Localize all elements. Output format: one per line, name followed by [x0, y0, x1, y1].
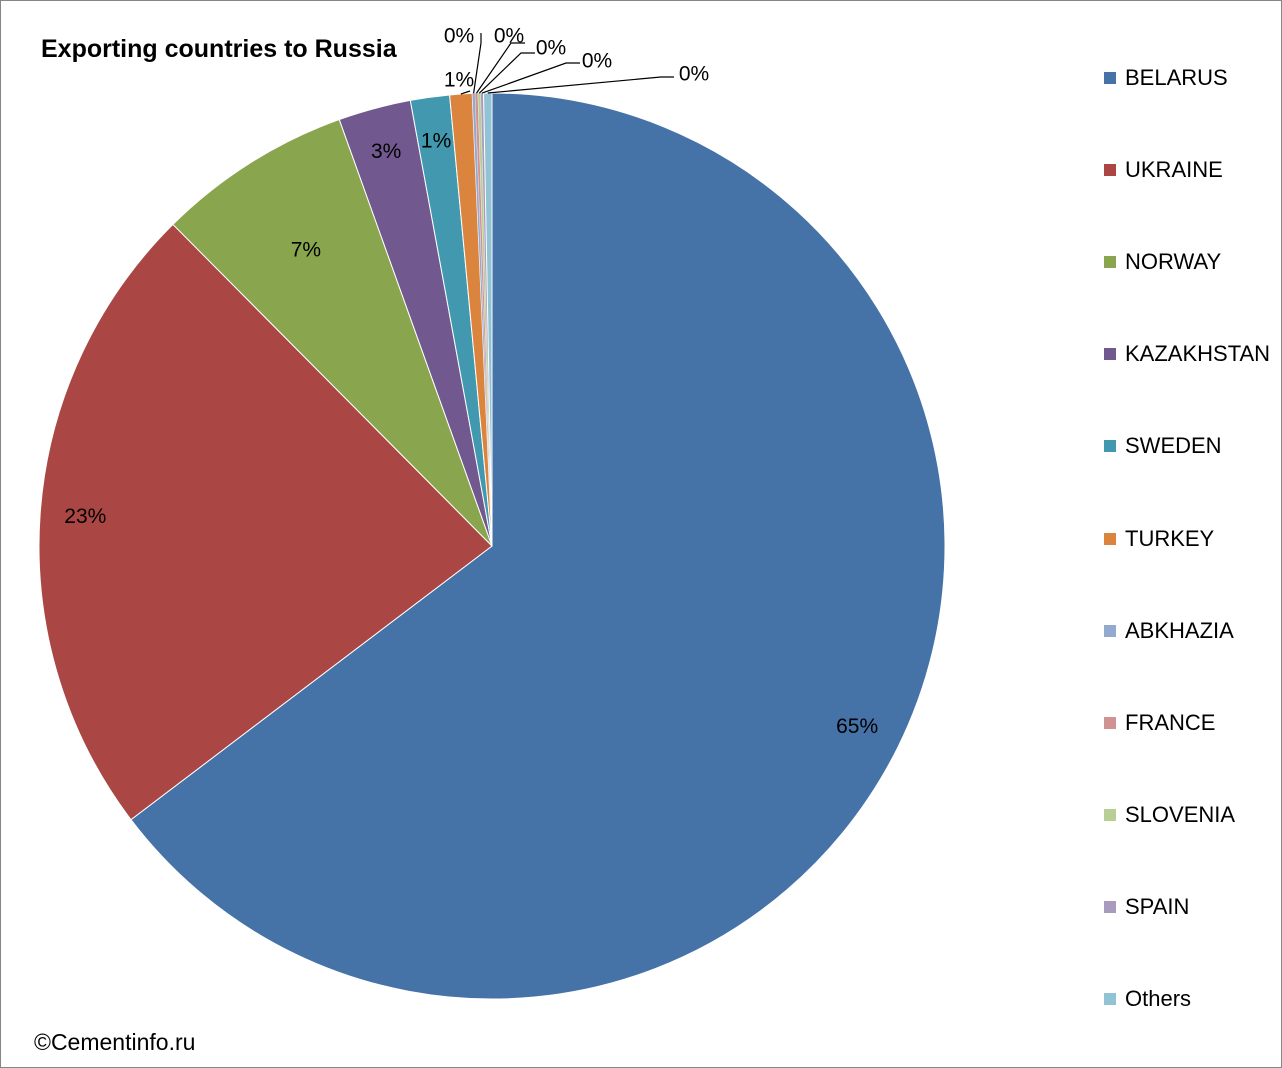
leader-line-others [487, 76, 674, 94]
legend-swatch [1104, 164, 1116, 177]
leader-line-slovenia [478, 52, 535, 94]
data-label-kazakhstan: 3% [371, 140, 401, 163]
legend-swatch [1104, 348, 1116, 361]
data-label-belarus: 65% [836, 715, 878, 738]
legend-label: ABKHAZIA [1125, 617, 1234, 643]
data-label-slovenia: 0% [536, 37, 566, 60]
legend-item-spain: SPAIN [1104, 892, 1189, 922]
leader-line-france [475, 42, 525, 94]
legend-swatch [1104, 716, 1116, 729]
source-credit: ©Cementinfo.ru [34, 1029, 196, 1055]
pie-slice-belarus [130, 92, 946, 1000]
legend-item-france: FRANCE [1104, 708, 1215, 738]
pie-slice-norway [172, 118, 493, 547]
data-label-sweden: 1% [421, 130, 451, 153]
data-label-abkhazia: 0% [444, 25, 474, 48]
leader-line-spain [481, 62, 580, 94]
legend-label: SWEDEN [1125, 433, 1222, 459]
legend-swatch [1104, 532, 1116, 545]
legend-label: NORWAY [1125, 249, 1222, 275]
leader-line-abkhazia [473, 33, 482, 94]
legend-label: BELARUS [1125, 65, 1228, 90]
legend-item-turkey: TURKEY [1104, 524, 1214, 554]
legend-item-abkhazia: ABKHAZIA [1104, 616, 1234, 646]
legend-label: Others [1125, 986, 1192, 1011]
data-label-others: 0% [679, 63, 709, 86]
legend-swatch [1104, 72, 1116, 84]
legend-item-kazakhstan: KAZAKHSTAN [1104, 339, 1270, 369]
legend-item-others: Others [1104, 984, 1191, 1014]
legend-item-belarus: BELARUS [1104, 63, 1228, 93]
legend-label: SPAIN [1125, 893, 1190, 919]
legend-swatch [1104, 440, 1116, 453]
legend-item-sweden: SWEDEN [1104, 431, 1222, 461]
legend-label: UKRAINE [1125, 157, 1223, 183]
legend-item-slovenia: SLOVENIA [1104, 800, 1235, 830]
legend-swatch [1104, 993, 1116, 1005]
data-label-france: 0% [494, 25, 524, 48]
pie-slice-ukraine [38, 223, 493, 821]
chart-title: Exporting countries to Russia [41, 35, 397, 63]
legend-item-norway: NORWAY [1104, 247, 1221, 277]
legend-swatch [1104, 256, 1116, 269]
data-label-spain: 0% [582, 50, 612, 73]
legend-swatch [1104, 624, 1116, 637]
legend-label: KAZAKHSTAN [1125, 341, 1271, 367]
legend-label: TURKEY [1125, 525, 1215, 551]
legend-swatch [1104, 900, 1116, 913]
legend-item-ukraine: UKRAINE [1104, 155, 1223, 185]
data-label-norway: 7% [291, 239, 321, 262]
data-label-ukraine: 23% [64, 505, 106, 528]
legend-label: FRANCE [1125, 709, 1216, 735]
legend-label: SLOVENIA [1125, 801, 1236, 827]
legend-swatch [1104, 808, 1116, 821]
leader-line-turkey [460, 90, 471, 95]
data-label-turkey: 1% [444, 69, 474, 92]
